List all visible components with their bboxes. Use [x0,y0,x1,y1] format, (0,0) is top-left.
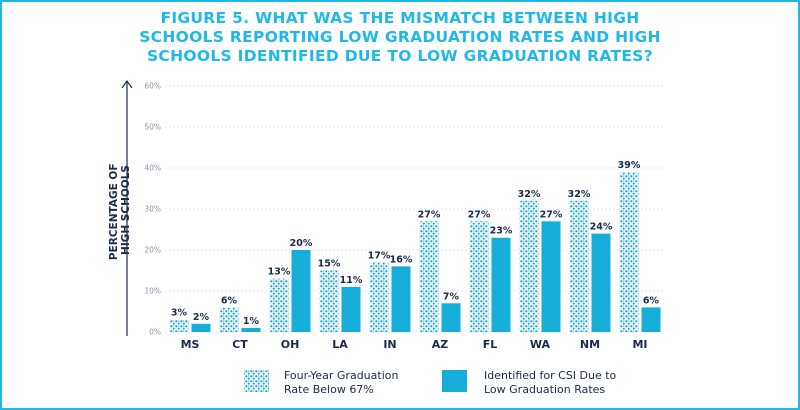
data-label: 32% [518,189,541,200]
title-line-2: SCHOOLS REPORTING LOW GRADUATION RATES A… [139,28,661,46]
data-label: 11% [340,275,363,286]
legend-label-graduation-rate-line-1: Four-Year Graduation [284,369,398,382]
category-labels: MS CT OH LA IN AZ FL WA NM MI [181,338,648,351]
data-label: 27% [468,209,491,220]
y-tick-label: 50% [144,123,161,132]
bar-graduation-rate [419,221,439,332]
legend-label-csi-identified-line-2: Low Graduation Rates [484,383,605,396]
data-label: 6% [221,295,238,306]
category-label: MI [632,338,647,351]
category-label: AZ [432,338,449,351]
y-tick-label: 10% [144,287,161,296]
legend-label-graduation-rate-line-2: Rate Below 67% [284,383,374,396]
y-tick-label: 40% [144,164,161,173]
bar-csi-identified [491,237,511,332]
y-tick-label: 20% [144,246,161,255]
y-tick-labels: 0% 10% 20% 30% 40% 50% 60% [144,82,161,337]
data-labels: 3% 2% 6% 1% 13% 20% 15% 11% 17% 16% 27% 7% 27% 23% 32%… [171,160,660,327]
gridlines [165,85,665,333]
category-label: FL [483,338,498,351]
category-label: IN [383,338,396,351]
chart-title: FIGURE 5. WHAT WAS THE MISMATCH BETWEEN … [80,9,720,66]
bar-graduation-rate [169,319,189,332]
legend-swatch-solid [442,370,467,392]
data-label: 39% [618,160,641,171]
category-label: LA [332,338,348,351]
legend-item-graduation-rate: Four-Year Graduation Rate Below 67% [244,369,402,396]
data-label: 20% [290,238,313,249]
bar-csi-identified [541,221,561,332]
title-line-3: SCHOOLS IDENTIFIED DUE TO LOW GRADUATION… [146,47,654,65]
bar-csi-identified [291,250,311,332]
bar-graduation-rate [619,172,639,332]
data-label: 1% [243,316,260,327]
bar-graduation-rate [369,262,389,332]
legend-label-csi-identified: Identified for CSI Due to Low Graduation… [484,369,620,396]
bar-graduation-rate [319,270,339,332]
bar-csi-identified [641,307,661,332]
y-axis-label: PERCENTAGE OF HIGH SCHOOLS [108,160,132,260]
legend-item-csi-identified: Identified for CSI Due to Low Graduation… [442,369,620,396]
data-label: 27% [418,209,441,220]
y-axis-label-line-1: PERCENTAGE OF [108,164,120,261]
bar-graduation-rate [469,221,489,332]
bar-graduation-rate [219,307,239,332]
category-label: NM [580,338,600,351]
bar-graduation-rate [569,200,589,332]
bar-graduation-rate [269,278,289,332]
data-label: 16% [390,254,413,265]
category-label: CT [232,338,248,351]
data-label: 15% [318,259,341,270]
bars [169,172,661,332]
bar-csi-identified [241,327,261,332]
data-label: 3% [171,308,188,319]
y-tick-label: 60% [144,82,161,91]
legend-swatch-dotted [244,370,269,392]
data-label: 13% [268,267,291,278]
data-label: 2% [193,312,210,323]
title-line-1: FIGURE 5. WHAT WAS THE MISMATCH BETWEEN … [160,9,640,27]
bar-graduation-rate [519,200,539,332]
data-label: 6% [643,295,660,306]
y-tick-label: 0% [149,328,161,337]
category-label: MS [181,338,200,351]
y-axis-arrow [121,79,133,336]
bar-csi-identified [441,303,461,332]
bar-csi-identified [191,323,211,332]
legend: Four-Year Graduation Rate Below 67% Iden… [244,369,620,396]
bar-csi-identified [391,266,411,332]
data-label: 7% [443,291,460,302]
category-label: OH [281,338,300,351]
bar-csi-identified [591,233,611,332]
legend-label-graduation-rate: Four-Year Graduation Rate Below 67% [284,369,402,396]
data-label: 23% [490,226,513,237]
y-axis-label-line-2: HIGH SCHOOLS [120,165,132,255]
data-label: 32% [568,189,591,200]
data-label: 17% [368,250,391,261]
data-label: 27% [540,209,563,220]
legend-label-csi-identified-line-1: Identified for CSI Due to [484,369,617,382]
bar-csi-identified [341,286,361,332]
data-label: 24% [590,222,613,233]
y-tick-label: 30% [144,205,161,214]
category-label: WA [530,338,551,351]
